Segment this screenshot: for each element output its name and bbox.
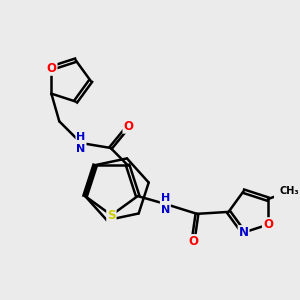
Text: O: O (46, 61, 56, 75)
Text: O: O (188, 235, 198, 248)
Text: CH₃: CH₃ (280, 186, 299, 196)
Text: N: N (238, 226, 249, 239)
Text: O: O (123, 120, 134, 133)
Text: O: O (263, 218, 273, 231)
Text: O: O (46, 61, 56, 75)
Text: H
N: H N (76, 132, 85, 154)
Text: S: S (107, 209, 116, 222)
Text: H
N: H N (161, 193, 170, 215)
